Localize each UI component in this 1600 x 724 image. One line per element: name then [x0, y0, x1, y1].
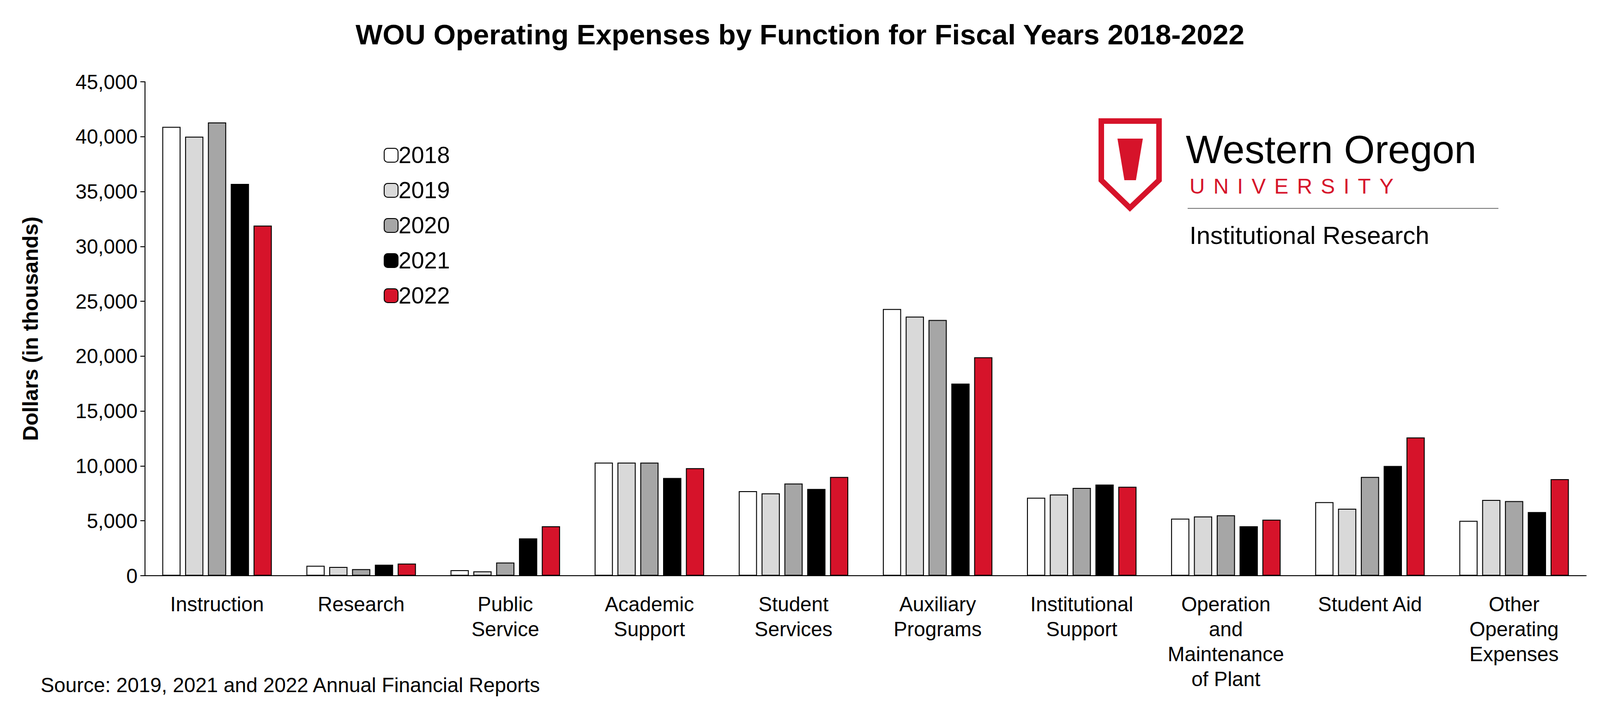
svg-text:Public: Public — [477, 592, 533, 616]
svg-text:45,000: 45,000 — [75, 70, 138, 94]
svg-text:Other: Other — [1488, 592, 1540, 616]
svg-text:2021: 2021 — [398, 247, 450, 274]
svg-text:Institutional Research: Institutional Research — [1189, 221, 1430, 249]
svg-text:Student Aid: Student Aid — [1317, 592, 1422, 616]
svg-text:40,000: 40,000 — [75, 125, 138, 148]
svg-text:35,000: 35,000 — [75, 180, 138, 203]
svg-text:20,000: 20,000 — [75, 344, 138, 368]
svg-text:Programs: Programs — [893, 617, 982, 640]
svg-text:15,000: 15,000 — [75, 399, 138, 423]
svg-text:and: and — [1208, 617, 1243, 640]
svg-text:2018: 2018 — [398, 142, 450, 169]
svg-text:Institutional: Institutional — [1030, 592, 1134, 616]
svg-text:Auxiliary: Auxiliary — [899, 592, 976, 616]
svg-text:Support: Support — [1046, 617, 1118, 640]
svg-text:Instruction: Instruction — [170, 592, 265, 616]
svg-text:5,000: 5,000 — [86, 509, 138, 532]
svg-text:Dollars (in thousands): Dollars (in thousands) — [18, 216, 43, 441]
svg-text:0: 0 — [126, 564, 138, 587]
svg-text:Expenses: Expenses — [1469, 642, 1559, 665]
svg-text:Support: Support — [613, 617, 685, 640]
svg-text:Operation: Operation — [1181, 592, 1271, 616]
svg-text:Operating: Operating — [1469, 617, 1559, 640]
svg-text:Student: Student — [758, 592, 829, 616]
svg-text:Research: Research — [317, 592, 405, 616]
svg-text:Service: Service — [471, 617, 540, 640]
svg-text:2019: 2019 — [398, 177, 450, 204]
svg-text:10,000: 10,000 — [75, 454, 138, 477]
svg-text:25,000: 25,000 — [75, 289, 138, 313]
svg-text:of Plant: of Plant — [1191, 667, 1261, 690]
svg-text:30,000: 30,000 — [75, 235, 138, 258]
svg-text:Source: 2019, 2021 and 2022 An: Source: 2019, 2021 and 2022 Annual Finan… — [40, 673, 540, 696]
svg-text:Maintenance: Maintenance — [1167, 642, 1285, 665]
svg-text:2022: 2022 — [398, 282, 450, 309]
svg-text:U N I V E R S I T Y: U N I V E R S I T Y — [1189, 174, 1394, 199]
svg-text:Academic: Academic — [604, 592, 695, 616]
svg-text:Western Oregon: Western Oregon — [1185, 126, 1477, 172]
svg-text:2020: 2020 — [398, 212, 450, 239]
svg-text:WOU Operating Expenses by Func: WOU Operating Expenses by Function for F… — [355, 18, 1245, 51]
svg-text:Services: Services — [754, 617, 833, 640]
